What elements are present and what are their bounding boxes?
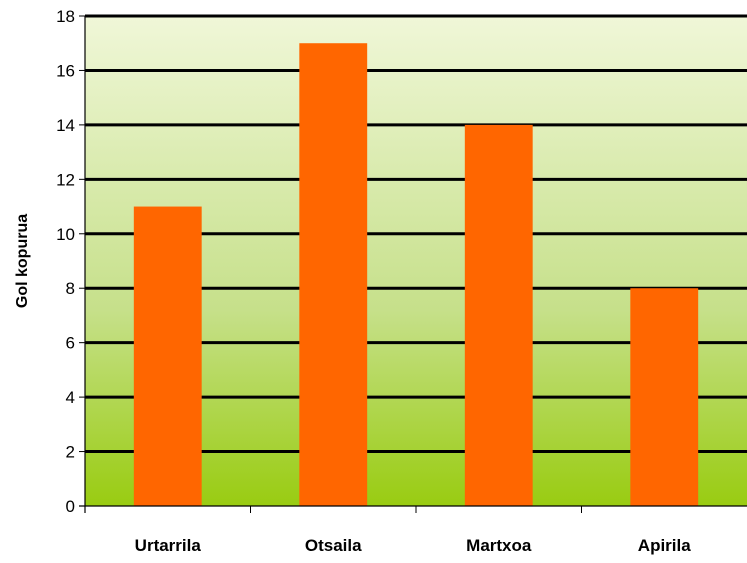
x-tick-label: Apirila — [638, 536, 691, 555]
y-axis-label: Gol kopurua — [14, 214, 31, 308]
bar-apirila — [630, 288, 699, 506]
bar-urtarrila — [133, 206, 202, 507]
bars — [133, 43, 699, 507]
y-tick-label: 2 — [66, 443, 75, 462]
y-tick-label: 4 — [66, 388, 75, 407]
y-tick-label: 14 — [56, 116, 75, 135]
x-tick-label: Urtarrila — [135, 536, 202, 555]
y-tick-label: 6 — [66, 334, 75, 353]
x-tick-label: Martxoa — [466, 536, 532, 555]
y-tick-label: 0 — [66, 497, 75, 516]
x-tick-label: Otsaila — [305, 536, 362, 555]
y-tick-label: 18 — [56, 7, 75, 26]
axes — [79, 16, 747, 513]
y-tick-labels: 0 2 4 6 8 10 12 14 16 18 — [56, 7, 75, 516]
bar-martxoa — [464, 124, 533, 506]
x-tick-labels: Urtarrila Otsaila Martxoa Apirila — [135, 506, 691, 555]
y-tick-label: 10 — [56, 225, 75, 244]
y-tick-label: 12 — [56, 170, 75, 189]
bar-otsaila — [299, 43, 368, 506]
y-tick-label: 16 — [56, 61, 75, 80]
y-tick-label: 8 — [66, 279, 75, 298]
